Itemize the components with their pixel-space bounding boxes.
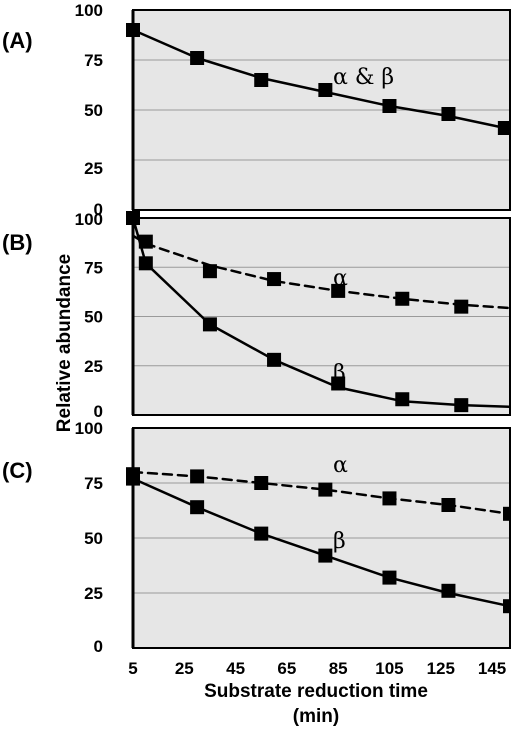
- data-point: [454, 299, 469, 314]
- panel-2: 0 25 50 75 100 (B) α β: [2, 210, 511, 421]
- data-point: [190, 469, 205, 484]
- x-tick-label: 105: [375, 659, 403, 678]
- data-point: [441, 107, 456, 121]
- data-point: [318, 482, 333, 497]
- y-tick-label: 50: [84, 101, 103, 120]
- data-point: [254, 526, 269, 541]
- panel-3: 0 25 50 75 100 (C) α β: [2, 419, 511, 656]
- y-tick-label: 50: [84, 308, 103, 327]
- y-tick-label: 50: [84, 529, 103, 548]
- panel-1: 0 25 50 75 100 (A) α & β: [2, 1, 511, 219]
- data-point: [190, 51, 205, 65]
- series-label: α & β: [333, 65, 394, 90]
- y-tick-label: 75: [84, 51, 103, 70]
- x-axis-title-line1: Substrate reduction time: [204, 681, 428, 702]
- y-tick-label: 25: [84, 584, 103, 603]
- x-tick-label: 45: [226, 659, 245, 678]
- series-label: β: [333, 529, 346, 554]
- y-tick-label: 75: [84, 258, 103, 277]
- data-point: [190, 500, 205, 515]
- x-tick-label: 85: [329, 659, 348, 678]
- y-tick-label: 25: [84, 159, 103, 178]
- data-point: [254, 476, 269, 490]
- data-point: [441, 583, 456, 598]
- y-tick-label: 100: [75, 210, 103, 229]
- data-point: [382, 99, 397, 113]
- data-point: [454, 398, 469, 413]
- series-line: [131, 216, 511, 409]
- data-point: [126, 471, 140, 486]
- data-point: [497, 121, 511, 135]
- series-line: [131, 234, 511, 310]
- data-point: [382, 570, 397, 585]
- y-axis-title: Relative abundance: [54, 254, 75, 432]
- data-point: [267, 272, 282, 287]
- panel-label: (A): [2, 28, 33, 53]
- data-point: [382, 491, 397, 506]
- data-point: [318, 83, 333, 97]
- series-label: α: [333, 266, 348, 291]
- series-label: α: [333, 453, 348, 478]
- x-tick-label: 5: [128, 659, 137, 678]
- x-tick-label: 145: [478, 659, 506, 678]
- y-tick-label: 0: [94, 637, 103, 656]
- panel-label: (B): [2, 230, 33, 255]
- y-tick-label: 0: [94, 200, 103, 219]
- y-tick-label: 75: [84, 474, 103, 493]
- data-point: [138, 256, 153, 271]
- data-point: [503, 599, 511, 614]
- data-point: [254, 73, 269, 87]
- x-tick-label: 65: [277, 659, 296, 678]
- data-point: [441, 498, 456, 512]
- data-point: [318, 548, 333, 563]
- x-tick-label: 25: [175, 659, 194, 678]
- data-point: [395, 291, 410, 306]
- data-point: [202, 264, 217, 279]
- data-point: [395, 392, 410, 407]
- y-tick-label: 100: [75, 1, 103, 20]
- x-axis-title-line2: (min): [293, 706, 339, 727]
- data-point: [202, 317, 217, 332]
- data-point: [138, 234, 153, 249]
- panel-label: (C): [2, 458, 33, 483]
- data-point: [331, 376, 346, 391]
- data-point: [126, 23, 140, 37]
- data-point: [267, 352, 282, 367]
- data-point: [331, 283, 346, 298]
- y-tick-label: 25: [84, 357, 103, 376]
- y-tick-label: 100: [75, 419, 103, 438]
- x-tick-label: 125: [427, 659, 455, 678]
- data-point: [503, 506, 511, 521]
- series-label: β: [333, 361, 346, 386]
- y-tick-label: 0: [94, 402, 103, 421]
